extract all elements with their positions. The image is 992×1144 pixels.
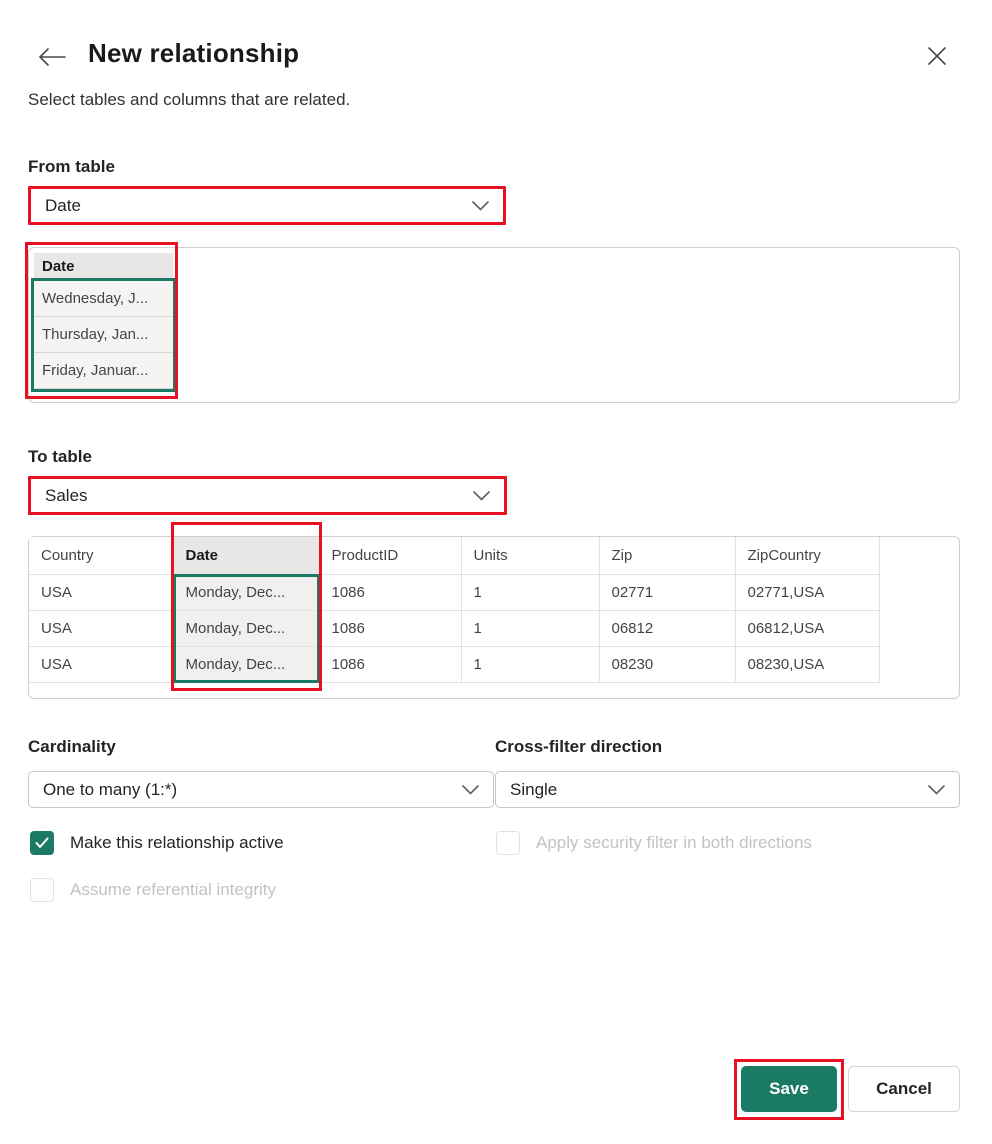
to-preview-cell-selected[interactable]: Monday, Dec...	[173, 646, 320, 683]
to-table-selected-value: Sales	[45, 485, 88, 505]
to-preview-cell[interactable]: USA	[29, 610, 174, 647]
from-preview-cell[interactable]: Wednesday, J...	[34, 281, 173, 317]
to-preview-cell[interactable]: 02771,USA	[735, 574, 880, 611]
to-preview-column-header[interactable]: ProductID	[319, 537, 462, 575]
to-preview-column-header[interactable]: Country	[29, 537, 174, 575]
cardinality-dropdown[interactable]: One to many (1:*)	[28, 771, 494, 808]
to-preview-cell[interactable]: 1	[461, 646, 600, 683]
to-preview-cell-selected[interactable]: Monday, Dec...	[173, 574, 320, 611]
to-preview-cell[interactable]: 06812	[599, 610, 736, 647]
chevron-down-icon	[473, 490, 490, 501]
to-preview-cell[interactable]: 1086	[319, 610, 462, 647]
to-preview-cell-selected[interactable]: Monday, Dec...	[173, 610, 320, 647]
to-preview-cell[interactable]: 1086	[319, 574, 462, 611]
cross-filter-dropdown[interactable]: Single	[495, 771, 960, 808]
dialog-subtitle: Select tables and columns that are relat…	[28, 90, 351, 109]
referential-integrity-option: Assume referential integrity	[30, 878, 276, 902]
to-preview-cell[interactable]: 08230,USA	[735, 646, 880, 683]
close-icon	[928, 47, 946, 65]
save-button[interactable]: Save	[741, 1066, 837, 1112]
from-table-selected-value: Date	[45, 195, 81, 215]
to-table-dropdown[interactable]: Sales	[28, 476, 507, 515]
to-preview-header-row: Country Date ProductID Units Zip ZipCoun…	[29, 537, 880, 575]
to-preview-column-header[interactable]: Units	[461, 537, 600, 575]
to-preview-cell[interactable]: 1086	[319, 646, 462, 683]
table-row: USA Monday, Dec... 1086 1 08230 08230,US…	[29, 646, 880, 683]
checkmark-icon	[35, 837, 49, 848]
cross-filter-selected-value: Single	[510, 779, 558, 799]
to-preview-cell[interactable]: 1	[461, 574, 600, 611]
table-row: USA Monday, Dec... 1086 1 06812 06812,US…	[29, 610, 880, 647]
to-table-label: To table	[28, 447, 92, 466]
security-filter-option: Apply security filter in both directions	[496, 831, 812, 855]
from-preview-column-header[interactable]: Date	[34, 253, 173, 281]
to-preview-cell[interactable]: 02771	[599, 574, 736, 611]
from-preview-cell[interactable]: Thursday, Jan...	[34, 317, 173, 353]
to-preview-column-header[interactable]: Zip	[599, 537, 736, 575]
back-arrow-icon	[38, 48, 66, 66]
chevron-down-icon	[462, 784, 479, 795]
security-filter-label: Apply security filter in both directions	[536, 833, 812, 852]
referential-integrity-checkbox[interactable]	[30, 878, 54, 902]
security-filter-checkbox[interactable]	[496, 831, 520, 855]
chevron-down-icon	[928, 784, 945, 795]
to-table-preview-card: Country Date ProductID Units Zip ZipCoun…	[28, 536, 960, 699]
close-button[interactable]	[920, 40, 954, 72]
cancel-button[interactable]: Cancel	[848, 1066, 960, 1112]
from-table-dropdown[interactable]: Date	[28, 186, 506, 225]
from-table-label: From table	[28, 157, 115, 176]
back-button[interactable]	[36, 42, 68, 72]
referential-integrity-label: Assume referential integrity	[70, 880, 276, 899]
to-preview-cell[interactable]: 1	[461, 610, 600, 647]
relationship-active-label: Make this relationship active	[70, 833, 284, 852]
from-table-preview-card: Date Wednesday, J... Thursday, Jan... Fr…	[28, 247, 960, 403]
relationship-active-option: Make this relationship active	[30, 831, 284, 855]
page-title: New relationship	[88, 38, 300, 68]
cardinality-label: Cardinality	[28, 737, 116, 756]
relationship-active-checkbox[interactable]	[30, 831, 54, 855]
cross-filter-label: Cross-filter direction	[495, 737, 663, 756]
to-preview-cell[interactable]: 06812,USA	[735, 610, 880, 647]
to-preview-cell[interactable]: USA	[29, 574, 174, 611]
to-preview-column-header-selected[interactable]: Date	[173, 537, 320, 575]
chevron-down-icon	[472, 200, 489, 211]
cardinality-selected-value: One to many (1:*)	[43, 779, 178, 799]
to-preview-cell[interactable]: USA	[29, 646, 174, 683]
from-preview-cell[interactable]: Friday, Januar...	[34, 353, 173, 389]
to-preview-cell[interactable]: 08230	[599, 646, 736, 683]
table-row: USA Monday, Dec... 1086 1 02771 02771,US…	[29, 574, 880, 611]
to-preview-column-header[interactable]: ZipCountry	[735, 537, 880, 575]
